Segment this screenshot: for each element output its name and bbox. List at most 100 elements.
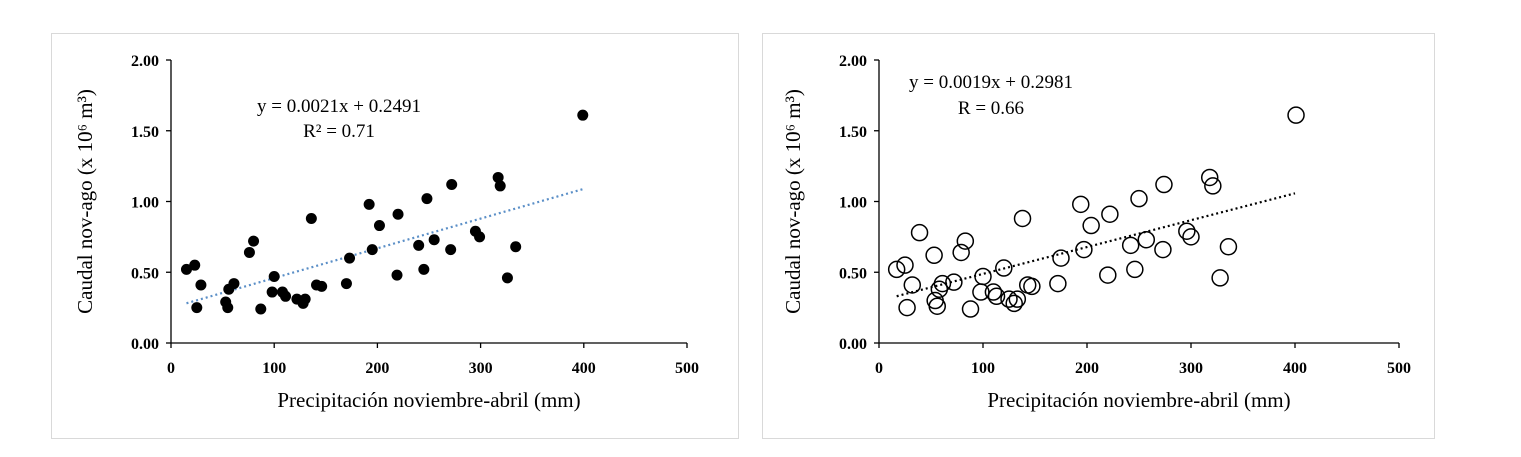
y-tick-label: 2.00	[839, 53, 867, 70]
data-point	[228, 278, 240, 290]
data-point	[1082, 216, 1100, 235]
x-axis-title: Precipitación noviembre-abril (mm)	[277, 388, 580, 412]
data-point	[1072, 195, 1090, 214]
data-point	[1155, 175, 1173, 194]
data-point	[945, 273, 963, 291]
data-point	[413, 239, 425, 251]
data-point	[189, 259, 201, 271]
x-tick-label: 500	[1387, 360, 1411, 377]
data-point	[344, 252, 356, 264]
trendline	[186, 187, 585, 305]
data-point	[1052, 249, 1070, 267]
y-tick-label: 1.50	[839, 124, 867, 141]
data-point	[305, 212, 317, 224]
data-point	[255, 303, 267, 315]
x-axis-title: Precipitación noviembre-abril (mm)	[987, 388, 1290, 412]
data-point	[248, 235, 260, 247]
data-point	[392, 208, 404, 220]
x-tick-label: 400	[1283, 360, 1307, 377]
regression-equation: y = 0.0019x + 0.2981	[909, 72, 1073, 93]
y-tick-label: 0.00	[839, 336, 867, 353]
data-point	[1154, 240, 1172, 259]
data-point	[910, 223, 929, 242]
data-point	[1211, 269, 1229, 287]
data-point	[887, 260, 906, 279]
x-tick-label: 500	[675, 360, 699, 377]
data-point	[1130, 189, 1148, 208]
x-tick-label: 200	[1075, 360, 1099, 377]
data-point	[421, 193, 433, 205]
data-point	[492, 171, 504, 183]
data-point	[243, 246, 255, 258]
data-point	[373, 220, 385, 232]
chart-panel-right: 0.00 0.50 1.00 1.50 2.00 0 100 200 300 400 500 Prec…	[762, 33, 1435, 439]
data-point	[180, 263, 192, 275]
y-tick-label: 2.00	[131, 53, 159, 70]
data-point	[1023, 277, 1041, 296]
data-point	[933, 274, 952, 293]
trendline	[896, 192, 1296, 298]
data-point	[1219, 238, 1238, 256]
y-tick-label: 1.50	[131, 124, 159, 141]
data-point	[494, 180, 506, 192]
data-point	[987, 287, 1006, 306]
data-point	[1182, 228, 1200, 246]
data-point	[340, 278, 352, 290]
x-tick-label: 200	[365, 360, 389, 377]
data-point	[280, 290, 292, 302]
data-point	[974, 267, 992, 286]
x-tick-label: 300	[469, 360, 493, 377]
data-point	[1013, 209, 1032, 228]
data-point	[903, 276, 922, 294]
y-axis-title: Caudal nov-ago (x 10⁶ m³)	[781, 89, 805, 314]
y-tick-label: 0.50	[131, 265, 159, 282]
data-point	[195, 279, 207, 291]
y-tick-label: 1.00	[839, 195, 867, 212]
data-point	[418, 263, 430, 275]
data-point	[1075, 240, 1093, 259]
y-tick-label: 0.50	[839, 265, 867, 282]
data-point	[984, 283, 1003, 301]
data-point	[1008, 290, 1027, 308]
regression-equation: y = 0.0021x + 0.2491	[257, 96, 421, 117]
data-point	[1204, 177, 1222, 195]
data-point	[925, 246, 943, 265]
x-tick-label: 0	[167, 360, 175, 377]
data-point	[952, 243, 970, 262]
data-point	[898, 298, 916, 317]
data-point	[1287, 106, 1305, 124]
correlation-label: R = 0.66	[958, 98, 1024, 119]
data-point	[474, 231, 486, 243]
data-point	[363, 198, 375, 210]
scatter-chart-right: 0.00 0.50 1.00 1.50 2.00 0 100 200 300 400 500 Prec…	[781, 53, 1411, 412]
data-point	[1200, 168, 1219, 187]
data-point	[266, 286, 278, 298]
data-point	[428, 234, 440, 246]
data-point	[191, 302, 203, 314]
data-point	[1101, 205, 1119, 223]
data-point	[1121, 236, 1140, 255]
scatter-chart-left: 0.00 0.50 1.00 1.50 2.00 0 100 200 300 400 500 Prec…	[73, 53, 699, 412]
data-point	[1099, 266, 1117, 284]
data-point	[896, 256, 914, 274]
x-tick-label: 400	[572, 360, 596, 377]
data-point	[577, 109, 589, 121]
data-point	[222, 302, 234, 314]
data-point	[510, 241, 522, 253]
data-point	[366, 244, 378, 256]
data-point	[972, 283, 990, 301]
y-axis-title: Caudal nov-ago (x 10⁶ m³)	[73, 89, 97, 314]
x-tick-label: 100	[262, 360, 286, 377]
data-point	[268, 270, 280, 282]
data-point	[1126, 260, 1144, 279]
data-point	[1137, 230, 1156, 249]
data-point	[501, 272, 513, 284]
y-tick-label: 0.00	[131, 336, 159, 353]
chart-panel-left: 0.00 0.50 1.00 1.50 2.00 0 100 200 300 400 500 Prec…	[51, 33, 739, 439]
data-point	[446, 179, 458, 191]
y-tick-label: 1.00	[131, 195, 159, 212]
data-point	[961, 300, 980, 318]
data-point	[1005, 294, 1023, 313]
data-point	[299, 293, 311, 305]
data-point	[928, 297, 946, 315]
